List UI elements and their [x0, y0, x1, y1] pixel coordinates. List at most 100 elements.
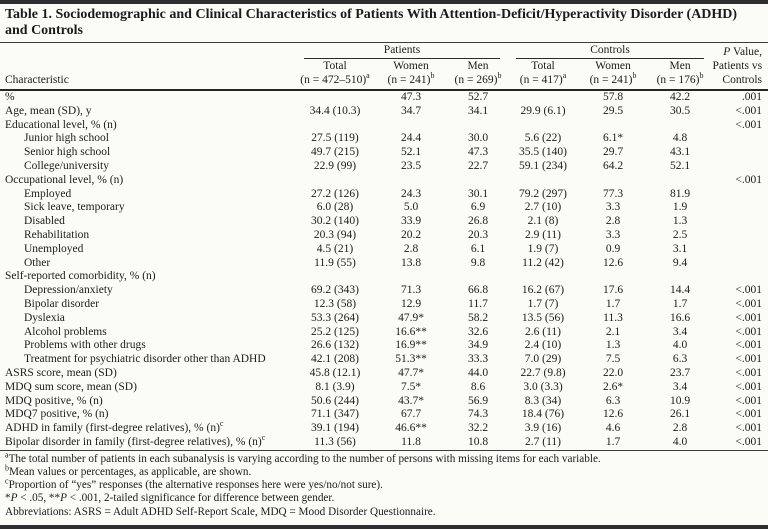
- row-label: Problems with other drugs: [24, 339, 146, 352]
- pvalue-cell: <.001: [735, 353, 763, 366]
- column-n-label: (n = 417)a: [519, 71, 567, 86]
- value-cell: [296, 270, 374, 284]
- table-row: Bipolar disorder 12.3 (58) 12.9 11.7 1.7 (7)…: [0, 298, 768, 312]
- table-row: Educational level, % (n) <.001: [0, 119, 768, 133]
- pvalue-cell: [712, 188, 768, 202]
- value-cell: 1.9 (7): [527, 242, 559, 255]
- value-cell: 25.2 (125): [311, 325, 359, 338]
- value-cell: 33.9: [400, 215, 422, 228]
- pvalue-cell: [712, 201, 768, 215]
- footnote: bMean values or percentages, as applicab…: [5, 463, 252, 478]
- value-cell: [648, 270, 712, 284]
- value-cell: 2.6*: [602, 380, 624, 393]
- table-row: Bipolar disorder in family (first-degree…: [0, 433, 768, 450]
- value-cell: 29.7: [602, 146, 624, 159]
- value-cell: 2.7 (11): [525, 435, 561, 448]
- value-cell: 53.3 (264): [311, 311, 359, 324]
- value-cell: [296, 174, 374, 188]
- table-row: Depression/anxiety 69.2 (343) 71.3 66.8 16.2…: [0, 284, 768, 298]
- value-cell: 11.9 (55): [314, 256, 356, 269]
- column-n-label: (n = 472–510)a: [300, 71, 370, 86]
- value-cell: 47.3: [400, 91, 422, 103]
- pvalue-cell: <.001: [735, 173, 763, 186]
- value-cell: 1.7: [672, 297, 688, 310]
- table-row: Age, mean (SD), y 34.4 (10.3) 34.7 34.1 29.9…: [0, 105, 768, 119]
- value-cell: 26.6 (132): [311, 339, 359, 352]
- value-cell: 6.3: [672, 353, 688, 366]
- row-label: Senior high school: [24, 146, 111, 159]
- pvalue-cell: <.001: [735, 339, 763, 352]
- value-cell: 4.8: [672, 132, 688, 145]
- value-cell: 30.2 (140): [311, 215, 359, 228]
- value-cell: 20.3 (94): [313, 228, 357, 241]
- value-cell: 16.6: [669, 311, 691, 324]
- column-header-women: Women: [595, 60, 631, 72]
- value-cell: 16.6**: [395, 325, 427, 338]
- value-cell: 27.2 (126): [311, 187, 359, 200]
- column-header-total: Total: [531, 60, 555, 72]
- patients-group-header: Patients: [296, 43, 508, 59]
- column-n-label: (n = 241)b: [387, 71, 435, 86]
- pvalue-cell: <.001: [735, 297, 763, 310]
- table-row: Self-reported comorbidity, % (n): [0, 270, 768, 284]
- table-row: ASRS score, mean (SD) 45.8 (12.1) 47.7* 44.…: [0, 367, 768, 381]
- value-cell: 2.9 (11): [525, 228, 561, 241]
- value-cell: 43.1: [669, 146, 691, 159]
- table-row: MDQ positive, % (n) 50.6 (244) 43.7* 56.9 8.…: [0, 395, 768, 409]
- value-cell: 26.1: [669, 408, 691, 421]
- value-cell: 23.7: [669, 366, 691, 379]
- value-cell: 2.4 (10): [524, 339, 562, 352]
- table-row: ADHD in family (first-degree relatives),…: [0, 420, 768, 436]
- value-cell: 10.8: [467, 435, 489, 448]
- table-row: Rehabilitation 20.3 (94) 20.2 20.3 2.9 (11) 3…: [0, 229, 768, 243]
- footnote: Abbreviations: ASRS = Adult ADHD Self-Re…: [5, 505, 436, 518]
- value-cell: 11.3 (56): [314, 435, 356, 448]
- controls-group-header: Controls: [508, 43, 712, 59]
- value-cell: [374, 119, 448, 133]
- table-row: Disabled 30.2 (140) 33.9 26.8 2.1 (8) 2.8 1.3: [0, 215, 768, 229]
- value-cell: 2.1: [605, 325, 621, 338]
- value-cell: 49.7 (215): [311, 146, 359, 159]
- value-cell: 34.9: [467, 339, 489, 352]
- value-cell: 34.7: [400, 104, 422, 117]
- table-row: Occupational level, % (n) <.001: [0, 174, 768, 188]
- value-cell: 22.9 (99): [313, 159, 357, 172]
- value-cell: 42.2: [669, 91, 691, 103]
- table-row: Unemployed 4.5 (21) 2.8 6.1 1.9 (7) 0.9 3.1: [0, 243, 768, 257]
- value-cell: 2.8: [672, 422, 688, 435]
- value-cell: 32.6: [467, 325, 489, 338]
- row-label: Rehabilitation: [24, 228, 90, 241]
- table-row: MDQ sum score, mean (SD) 8.1 (3.9) 7.5* 8.6…: [0, 381, 768, 395]
- value-cell: 30.1: [467, 187, 489, 200]
- row-label: Sick leave, temporary: [24, 201, 125, 214]
- value-cell: 3.4: [672, 325, 688, 338]
- footnote: cProportion of “yes” responses (the alte…: [5, 476, 383, 492]
- value-cell: 6.1*: [602, 132, 624, 145]
- row-label: Bipolar disorder in family (first-degree…: [5, 433, 266, 448]
- value-cell: [508, 174, 578, 188]
- value-cell: 52.1: [400, 146, 422, 159]
- row-label: Dyslexia: [24, 311, 65, 324]
- column-n-label: (n = 241)b: [589, 71, 637, 86]
- value-cell: 2.1 (8): [527, 215, 559, 228]
- row-label: College/university: [24, 159, 109, 172]
- table-header: Patients Controls P Value, Total Women Men Tot…: [0, 43, 768, 90]
- row-label: MDQ sum score, mean (SD): [5, 380, 137, 393]
- value-cell: 3.3: [605, 201, 621, 214]
- value-cell: [648, 174, 712, 188]
- pvalue-cell: .001: [741, 91, 763, 103]
- value-cell: 11.2 (42): [522, 256, 564, 269]
- value-cell: 6.0 (28): [316, 201, 354, 214]
- value-cell: 32.2: [467, 422, 489, 435]
- row-label: Disabled: [24, 215, 65, 228]
- table-row: MDQ7 positive, % (n) 71.1 (347) 67.7 74.3 18…: [0, 408, 768, 422]
- value-cell: 24.3: [400, 187, 422, 200]
- column-header-total: Total: [323, 60, 347, 72]
- value-cell: 33.3: [467, 353, 489, 366]
- value-cell: 52.1: [669, 159, 691, 172]
- value-cell: 11.3: [603, 311, 623, 324]
- pvalue-cell: [712, 132, 768, 146]
- value-cell: 47.7*: [398, 366, 424, 379]
- value-cell: 1.7: [605, 297, 621, 310]
- value-cell: 24.4: [400, 132, 422, 145]
